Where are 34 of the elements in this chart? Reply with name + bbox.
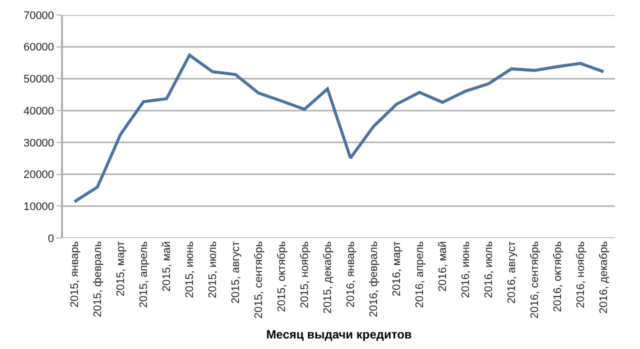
x-tick-label: 2015, август xyxy=(230,241,242,304)
x-tick-label: 2016, декабрь xyxy=(598,240,610,314)
x-axis-title: Месяц выдачи кредитов xyxy=(266,328,412,342)
x-tick-label: 2016, март xyxy=(391,241,404,296)
x-tick-label: 2016, август xyxy=(506,241,518,304)
x-tick-label: 2016, ноябрь xyxy=(575,240,588,308)
y-tick-label: 0 xyxy=(48,232,54,245)
x-tick-label: 2016, октябрь xyxy=(552,240,564,312)
x-tick-label: 2015, июнь xyxy=(184,240,196,298)
line-series xyxy=(73,54,605,204)
x-tick-label: 2016, май xyxy=(437,241,450,292)
x-tick-label: 2016, сентябрь xyxy=(529,240,542,319)
x-tick-label: 2016, июль xyxy=(483,240,496,298)
y-tick-label: 60000 xyxy=(23,42,54,54)
x-tick-label: 2015, ноябрь xyxy=(299,240,312,308)
x-tick-label: 2016, июнь xyxy=(460,240,472,298)
x-tick-label: 2015, апрель xyxy=(138,240,150,308)
x-tick-label: 2015, декабрь xyxy=(322,240,334,314)
x-tick-label: 2015, июль xyxy=(207,240,220,298)
x-tick-label: 2016, январь xyxy=(345,240,358,308)
y-tick-label: 10000 xyxy=(23,200,54,213)
x-tick-label: 2015, май xyxy=(161,241,174,292)
y-tick-label: 30000 xyxy=(23,137,54,150)
x-tick-label: 2015, сентябрь xyxy=(253,240,266,319)
x-tick-label: 2016, апрель xyxy=(414,240,426,308)
y-tick-label: 20000 xyxy=(23,169,54,182)
x-tick-label: 2015, октябрь xyxy=(276,240,288,312)
y-tick-label: 50000 xyxy=(23,74,54,86)
x-tick-label: 2015, февраль xyxy=(92,240,104,318)
x-tick-label: 2015, январь xyxy=(69,240,82,308)
x-tick-label: 2016, февраль xyxy=(368,240,380,318)
y-tick-label: 40000 xyxy=(23,105,54,118)
y-tick-label: 70000 xyxy=(23,10,54,22)
x-tick-label: 2015, март xyxy=(115,241,128,296)
